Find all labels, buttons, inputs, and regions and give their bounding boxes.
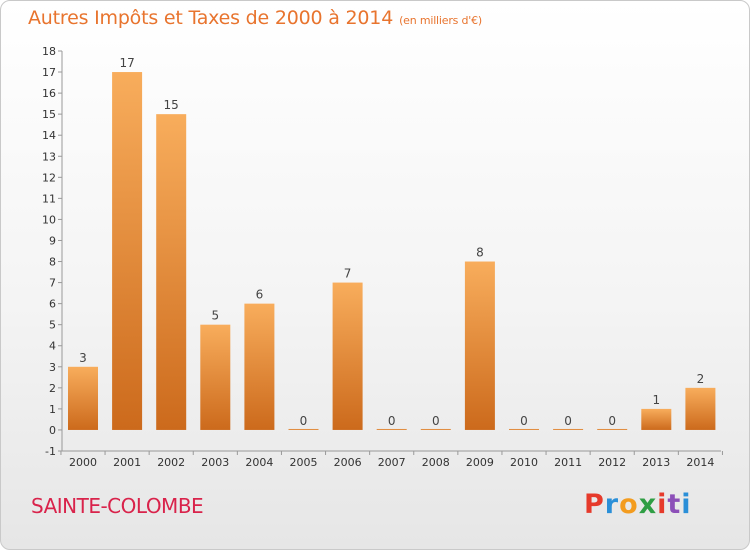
y-tick-label: 15 — [42, 108, 56, 121]
y-tick-label: 12 — [42, 171, 56, 184]
data-label: 0 — [300, 414, 308, 428]
bar — [200, 324, 231, 430]
data-label: 0 — [520, 414, 528, 428]
x-tick-label: 2007 — [378, 456, 406, 469]
y-tick-label: 8 — [49, 256, 56, 269]
x-tick-label: 2012 — [598, 456, 626, 469]
bar — [288, 428, 319, 430]
data-label: 0 — [564, 414, 572, 428]
logo-letter: t — [667, 489, 682, 520]
bar — [685, 387, 716, 430]
y-tick-label: 10 — [42, 213, 56, 226]
x-tick-label: 2000 — [69, 456, 97, 469]
data-label: 1 — [652, 393, 660, 407]
y-tick-label: 13 — [42, 150, 56, 163]
logo-letter: P — [584, 489, 605, 520]
bar — [112, 72, 143, 430]
data-label: 0 — [432, 414, 440, 428]
x-tick-label: 2004 — [245, 456, 273, 469]
data-label: 0 — [388, 414, 396, 428]
x-tick-label: 2011 — [554, 456, 582, 469]
x-tick-label: 2003 — [201, 456, 229, 469]
logo-letter: i — [657, 489, 668, 520]
bar — [641, 408, 672, 430]
bar — [68, 366, 98, 430]
y-tick-label: 9 — [49, 234, 56, 247]
data-label: 3 — [79, 351, 87, 365]
y-tick-label: 7 — [49, 277, 56, 290]
y-tick-label: 0 — [49, 424, 56, 437]
bar — [332, 282, 363, 430]
logo-letter: x — [638, 489, 658, 520]
y-tick-label: 6 — [49, 298, 56, 311]
y-tick-label: 3 — [49, 361, 56, 374]
logo-letter: i — [681, 489, 692, 520]
x-tick-label: 2010 — [510, 456, 538, 469]
data-label: 2 — [697, 372, 705, 386]
data-label: 17 — [119, 56, 134, 70]
x-tick-label: 2006 — [334, 456, 362, 469]
chart-unit: (en milliers d'€) — [399, 14, 482, 27]
x-tick-label: 2005 — [290, 456, 318, 469]
x-tick-label: 2009 — [466, 456, 494, 469]
bar — [597, 428, 628, 430]
data-label: 5 — [211, 309, 219, 323]
data-label: 7 — [344, 267, 352, 281]
data-label: 6 — [256, 288, 264, 302]
bar — [553, 428, 584, 430]
y-tick-label: 1 — [49, 403, 56, 416]
bar — [244, 303, 275, 430]
x-tick-label: 2002 — [157, 456, 185, 469]
proxiti-logo: Proxiti — [584, 489, 692, 520]
bar — [420, 428, 451, 430]
logo-letter: o — [619, 489, 639, 520]
data-label: 8 — [476, 246, 484, 260]
data-label: 15 — [164, 98, 179, 112]
y-tick-label: 18 — [42, 45, 56, 58]
bar — [509, 428, 539, 430]
x-tick-label: 2013 — [642, 456, 670, 469]
data-label: 0 — [608, 414, 616, 428]
y-tick-label: -1 — [45, 445, 56, 458]
y-tick-label: 4 — [49, 340, 56, 353]
bar — [376, 428, 407, 430]
y-tick-label: 2 — [49, 382, 56, 395]
y-tick-label: 5 — [49, 319, 56, 332]
commune-name: SAINTE-COLOMBE — [31, 494, 204, 518]
y-tick-label: 17 — [42, 66, 56, 79]
x-tick-label: 2008 — [422, 456, 450, 469]
bar — [464, 261, 495, 430]
x-tick-label: 2001 — [113, 456, 141, 469]
y-tick-label: 11 — [42, 192, 56, 205]
x-tick-label: 2014 — [686, 456, 714, 469]
logo-letter: r — [604, 489, 620, 520]
bar — [156, 114, 187, 430]
chart-title: Autres Impôts et Taxes de 2000 à 2014 (en… — [28, 7, 482, 29]
y-tick-label: 16 — [42, 87, 56, 100]
y-tick-label: 14 — [42, 129, 56, 142]
